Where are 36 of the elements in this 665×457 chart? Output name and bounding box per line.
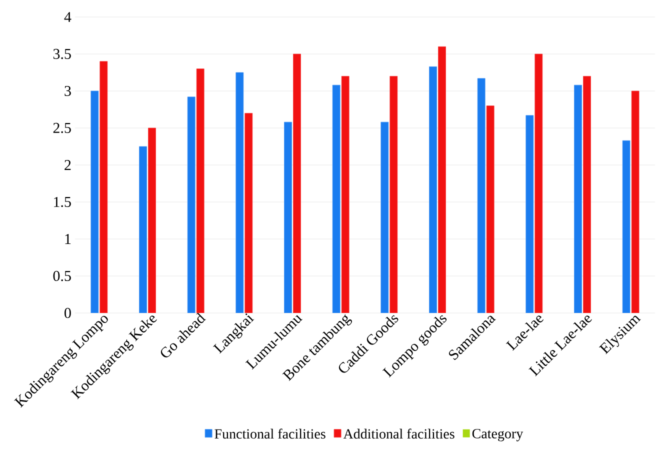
bar [622,140,630,313]
bar [341,76,350,313]
bar [583,76,591,313]
bar [534,54,543,313]
y-tick-label: 1.5 [54,196,71,208]
bar [284,122,292,313]
bar [574,84,582,313]
bar [187,96,196,313]
y-tick-label: 3.5 [53,48,71,60]
bar [90,90,99,313]
legend-label: Functional facilities [214,428,326,439]
bar [100,61,108,313]
bar [477,78,486,313]
legend-label: Category [472,428,524,442]
bar [380,122,389,313]
bar [429,66,437,313]
bar [332,84,340,313]
bar [526,115,534,313]
y-tick-label: 1 [65,234,71,244]
legend-label: Additional facilities [343,428,454,439]
bar [139,146,147,313]
bar [148,128,156,313]
bar [438,46,446,313]
y-tick-label: 2.5 [53,122,71,134]
bar [244,112,253,313]
y-tick-label: 0 [64,308,71,318]
bar [293,54,301,313]
y-tick-label: 4 [64,12,72,22]
bar [390,76,398,313]
y-tick-label: 3 [64,86,71,96]
bar [236,72,244,313]
y-tick-label: 2 [64,160,71,170]
bar [631,90,640,313]
y-tick-label: 0.5 [53,270,71,282]
bar [196,68,204,313]
bar [486,106,494,313]
